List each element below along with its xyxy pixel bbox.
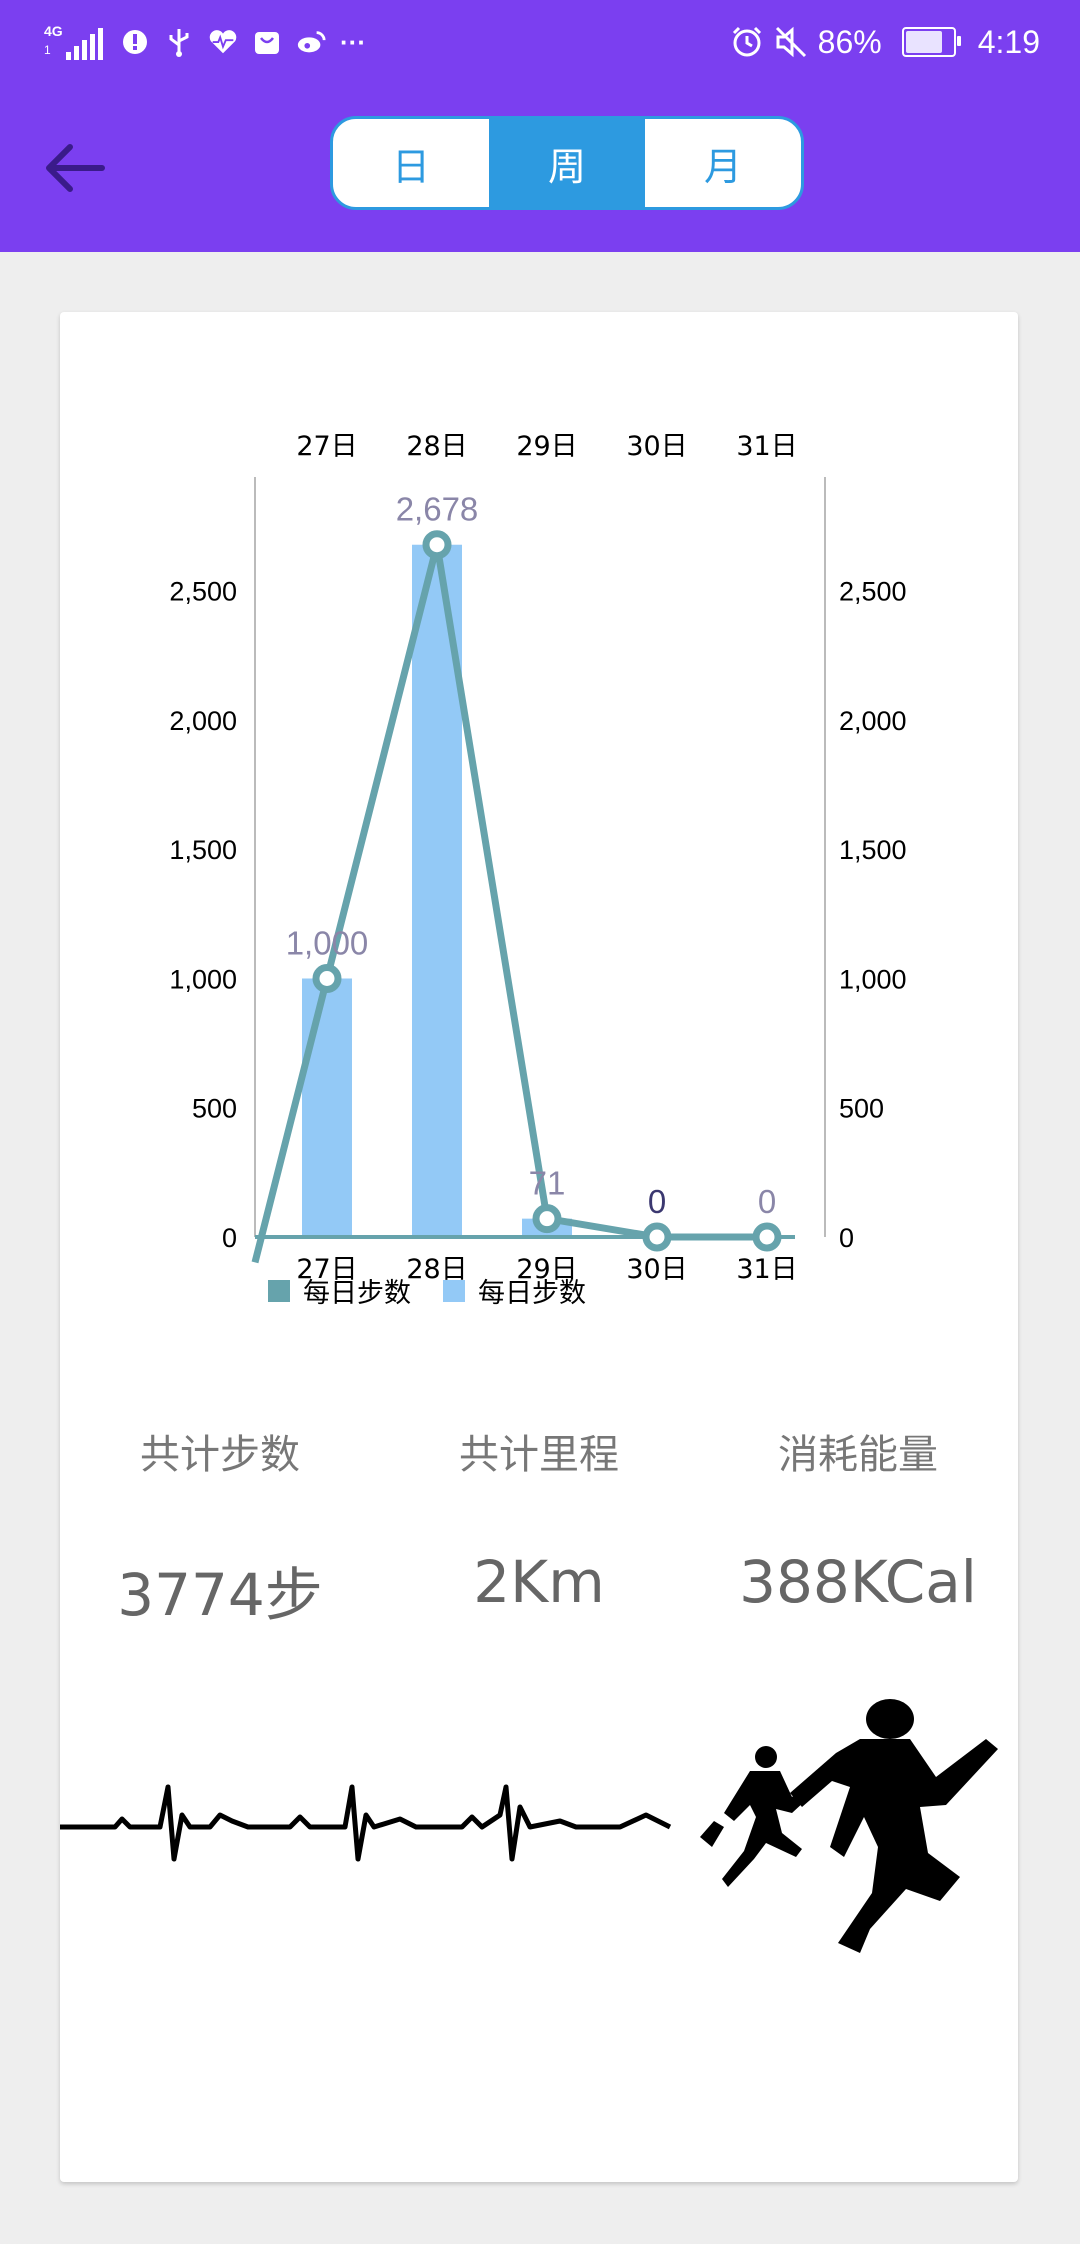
stat-energy: 消耗能量 388KCal (698, 1422, 1018, 1616)
status-right-icons: 86% 4:19 (730, 16, 1040, 68)
health-icon (208, 27, 238, 57)
x-tick-label-bottom: 27日 (296, 1254, 357, 1285)
status-left-icons: 4G 1 (44, 20, 366, 64)
bar (302, 978, 352, 1237)
y-tick-label-left: 1,000 (169, 964, 237, 994)
y-tick-label-right: 2,500 (839, 577, 907, 607)
usb-icon (164, 27, 194, 57)
back-button[interactable] (40, 132, 112, 204)
y-tick-label-left: 0 (222, 1223, 237, 1253)
steps-chart: 0 0 500 500 1,000 1,000 1,500 1,500 2,000 2,000 2,… (169, 431, 907, 1309)
notification-icon (120, 27, 150, 57)
period-tabs: 日 周 月 (330, 116, 804, 210)
x-tick-label-bottom: 31日 (736, 1254, 797, 1285)
line-point (752, 1222, 782, 1252)
y-tick-label-right: 0 (839, 1223, 854, 1253)
data-label: 71 (529, 1165, 566, 1202)
network-sub: 1 (44, 43, 51, 57)
legend-swatch (443, 1280, 465, 1302)
line-point (642, 1222, 672, 1252)
alarm-icon (730, 25, 764, 59)
line-point (312, 963, 342, 993)
data-label: 2,678 (396, 491, 479, 528)
signal-icon: 4G 1 (44, 22, 106, 62)
legend-label: 每日步数 (478, 1278, 586, 1309)
battery-level (905, 31, 942, 53)
stat-value: 3774步 (117, 1561, 323, 1629)
x-tick-label-top: 27日 (296, 431, 357, 462)
y-tick-label-left: 500 (192, 1094, 237, 1124)
weibo-icon (296, 27, 326, 57)
stat-total-distance: 共计里程 2Km (379, 1422, 699, 1616)
x-tick-label-top: 29日 (516, 431, 577, 462)
y-tick-label-left: 1,500 (169, 835, 237, 865)
stat-value: 2Km (473, 1548, 605, 1616)
x-tick-label-bottom: 30日 (626, 1254, 687, 1285)
stat-label: 消耗能量 (778, 1432, 938, 1478)
legend-swatch (268, 1280, 290, 1302)
x-tick-label-bottom: 28日 (406, 1254, 467, 1285)
battery-percent: 86% (817, 23, 882, 60)
x-tick-label-top: 31日 (736, 431, 797, 462)
y-tick-label-right: 500 (839, 1094, 884, 1124)
clock: 4:19 (977, 23, 1040, 60)
status-bar: 4G 1 (0, 0, 1080, 86)
battery-icon (901, 27, 961, 57)
y-tick-label-right: 1,500 (839, 835, 907, 865)
y-tick-label-right: 2,000 (839, 706, 907, 736)
x-tick-label-top: 28日 (406, 431, 467, 462)
legend-label: 每日步数 (303, 1278, 411, 1309)
app-header: 4G 1 (0, 0, 1080, 252)
stat-value: 388KCal (739, 1548, 977, 1616)
more-notifications: ··· (340, 26, 366, 57)
report-card: 0 0 500 500 1,000 1,000 1,500 1,500 2,000 2,000 2,… (60, 312, 1018, 2182)
data-label: 1,000 (286, 924, 369, 961)
tab-week[interactable]: 周 (489, 119, 645, 207)
line-point (422, 530, 452, 560)
tab-month[interactable]: 月 (703, 144, 742, 189)
data-label: 0 (648, 1183, 666, 1220)
mute-icon (774, 25, 808, 59)
arrow-left-icon (46, 144, 105, 192)
y-tick-label-left: 2,000 (169, 706, 237, 736)
data-label: 0 (758, 1183, 776, 1220)
x-tick-label-top: 30日 (626, 431, 687, 462)
battery-cap (956, 36, 961, 46)
y-tick-label-left: 2,500 (169, 577, 237, 607)
tab-day[interactable]: 日 (391, 144, 430, 189)
huawei-store-icon (252, 27, 282, 57)
stat-total-steps: 共计步数 3774步 (60, 1422, 380, 1632)
network-type: 4G (44, 23, 63, 39)
x-tick-label-bottom: 29日 (516, 1254, 577, 1285)
stat-label: 共计里程 (459, 1432, 619, 1478)
stat-label: 共计步数 (140, 1432, 300, 1478)
y-tick-label-right: 1,000 (839, 964, 907, 994)
line-point (532, 1204, 562, 1234)
heartbeat-runners-icon (60, 1699, 998, 1953)
